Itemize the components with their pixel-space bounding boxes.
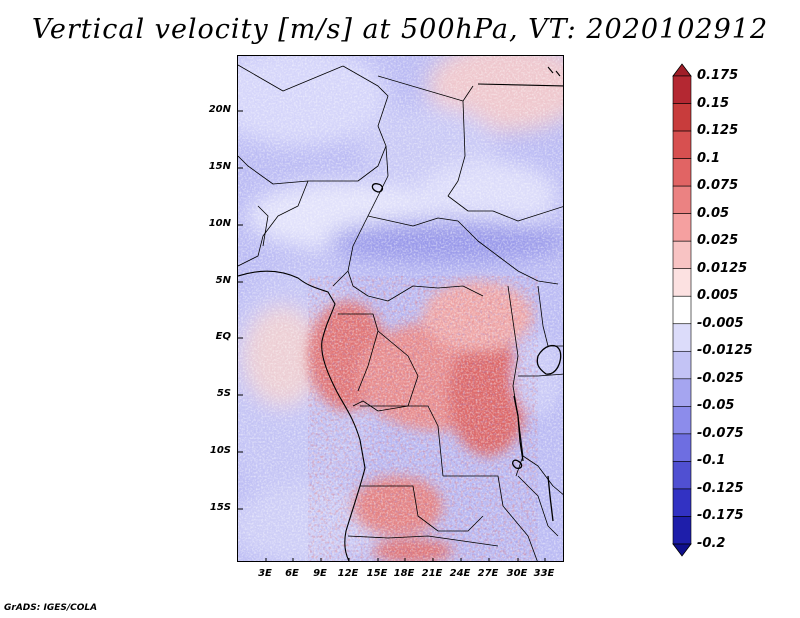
- colorbar-label: -0.0125: [697, 343, 753, 359]
- colorbar-segment: [672, 213, 692, 242]
- lon-label-33e: 33E: [533, 568, 555, 579]
- lat-label-10n: 10N: [208, 218, 231, 229]
- colorbar-segment: [672, 488, 692, 517]
- colorbar-segment: [672, 75, 692, 104]
- colorbar-label: -0.125: [697, 480, 744, 496]
- border-angola-drc: [360, 405, 538, 561]
- border-car-south: [367, 215, 559, 285]
- lat-label-20n: 20N: [208, 104, 231, 115]
- colorbar-label: 0.075: [697, 178, 739, 194]
- border-chad-sudan: [377, 75, 563, 222]
- colorbar-label: 0.025: [697, 233, 739, 249]
- lat-label-15n: 15N: [208, 161, 231, 172]
- grid-ticks: [238, 110, 546, 561]
- border-namibia: [347, 535, 499, 547]
- white-streaks: [238, 56, 563, 561]
- lon-label-3e: 3E: [258, 568, 272, 579]
- border-libya: [462, 85, 474, 102]
- colorbar-segment: [672, 130, 692, 159]
- colorbar-label: -0.175: [697, 508, 744, 524]
- colorbar-segment: [672, 185, 692, 214]
- colorbar-segment: [672, 240, 692, 270]
- colorbar-segment: [672, 350, 692, 380]
- colorbar-segment: [672, 323, 692, 352]
- colorbar-segment: [672, 406, 692, 435]
- lakes: [371, 183, 562, 522]
- coastlines: [238, 66, 563, 561]
- colorbar-label: 0.1: [697, 150, 721, 166]
- credit-text: GrADS: IGES/COLA: [4, 603, 98, 613]
- colorbar-arrow-top: [672, 63, 692, 77]
- map-panel: [237, 55, 564, 562]
- colorbar-segment: [672, 103, 692, 132]
- colorbar-label: -0.075: [697, 425, 744, 441]
- colorbar-label: -0.05: [697, 398, 735, 414]
- lake-malawi: [547, 475, 554, 522]
- lat-label-eq: EQ: [215, 331, 231, 342]
- colorbar-segment: [672, 516, 692, 545]
- colorbar: [672, 63, 692, 557]
- colorbar-label: 0.175: [697, 68, 739, 83]
- lon-label-27e: 27E: [477, 568, 499, 579]
- border-tanzania-south: [522, 455, 563, 495]
- colorbar-segment: [672, 268, 692, 297]
- lon-label-24e: 24E: [449, 568, 471, 579]
- border-car-congo: [347, 270, 484, 302]
- colorbar-segment: [672, 461, 692, 490]
- red-sea-coast: [547, 66, 561, 77]
- border-niger: [238, 65, 389, 185]
- colorbar-label: -0.005: [697, 315, 744, 331]
- lon-label-9e: 9E: [313, 568, 327, 579]
- colorbar-label: 0.15: [697, 95, 730, 111]
- lake-tanganyika: [513, 395, 524, 462]
- lat-label-10s: 10S: [209, 445, 231, 456]
- border-tanzania-north: [518, 373, 563, 377]
- lat-label-5s: 5S: [216, 388, 231, 399]
- colorbar-segment: [672, 433, 692, 462]
- lon-label-18e: 18E: [393, 568, 415, 579]
- colorbar-label: 0.125: [697, 123, 739, 139]
- atlantic-coastline: [238, 270, 366, 561]
- lake-chad: [371, 183, 384, 193]
- lake-victoria: [536, 344, 562, 375]
- lon-label-15e: 15E: [366, 568, 388, 579]
- colorbar-segment: [672, 295, 692, 325]
- lon-label-6e: 6E: [285, 568, 299, 579]
- colorbar-segment: [672, 158, 692, 187]
- border-nigeria: [238, 180, 309, 267]
- egypt-sudan-coast: [477, 83, 563, 87]
- colorbar-label: -0.2: [697, 536, 726, 551]
- colorbar-arrow-bottom: [672, 543, 692, 557]
- country-borders: [238, 64, 563, 561]
- colorbar-label: -0.025: [697, 370, 744, 386]
- lon-label-21e: 21E: [421, 568, 443, 579]
- border-algeria-mali: [238, 64, 344, 92]
- lon-label-30e: 30E: [506, 568, 528, 579]
- lake-mweru: [512, 459, 523, 470]
- colorbar-label: -0.1: [697, 453, 726, 469]
- colorbar-segment: [672, 378, 692, 407]
- map-title: Vertical velocity [m/s] at 500hPa, VT: 2…: [31, 14, 769, 45]
- lon-label-12e: 12E: [337, 568, 359, 579]
- lat-label-15s: 15S: [209, 502, 231, 513]
- border-zambia-malawi: [517, 475, 559, 537]
- colorbar-label: 0.005: [697, 288, 739, 304]
- border-benin: [257, 205, 269, 247]
- colorbar-label: 0.05: [697, 205, 730, 221]
- lat-label-5n: 5N: [215, 275, 231, 286]
- vertical-velocity-field: [238, 56, 563, 561]
- colorbar-label: 0.0125: [697, 260, 748, 276]
- border-angola-zambia: [360, 485, 484, 532]
